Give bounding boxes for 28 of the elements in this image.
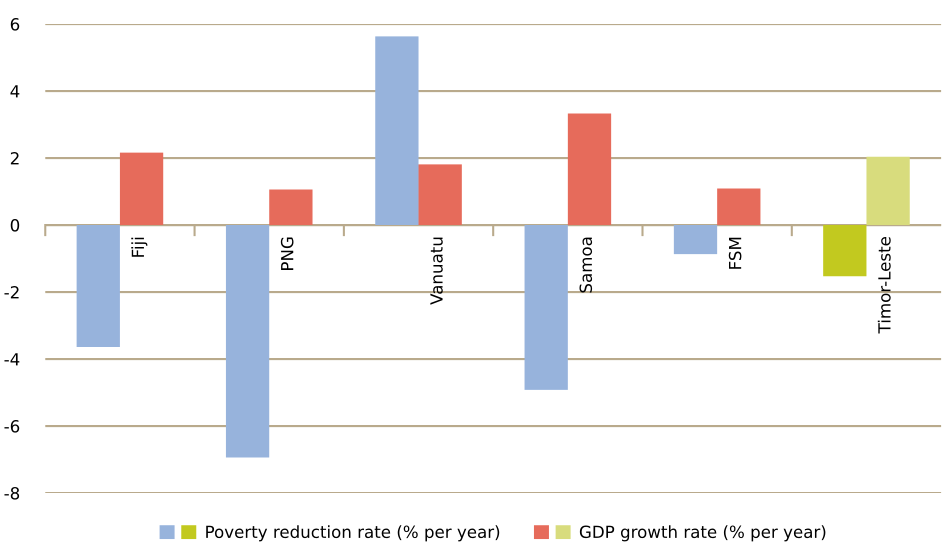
y-tick-label: -8 xyxy=(4,487,20,500)
bar xyxy=(226,225,270,458)
x-tick-label: Timor-Leste xyxy=(878,237,891,334)
bar xyxy=(674,225,718,254)
bar xyxy=(269,190,313,226)
x-tick-label: Vanuatu xyxy=(430,238,443,305)
bar xyxy=(717,188,760,226)
bar xyxy=(524,225,568,390)
y-tick-label: -2 xyxy=(4,286,19,298)
y-tick-label: 6 xyxy=(10,18,20,31)
bar xyxy=(76,225,120,347)
y-tick-label: 0 xyxy=(10,219,20,232)
x-tick-label: PNG xyxy=(280,238,294,270)
y-tick-label: 4 xyxy=(10,85,20,98)
x-tick-label: Samoa xyxy=(579,238,592,292)
bar xyxy=(823,225,866,276)
y-tick-label: -6 xyxy=(4,420,20,433)
x-tick-label: Fiji xyxy=(131,238,148,257)
bar xyxy=(418,164,462,226)
legend-label: GDP growth rate (% per year) xyxy=(580,525,826,542)
y-tick-label: -4 xyxy=(4,353,20,366)
y-tick-label: 2 xyxy=(10,152,19,164)
bar xyxy=(120,152,164,226)
legend-label: Poverty reduction rate (% per year) xyxy=(206,525,500,542)
bar xyxy=(866,156,910,226)
x-tick-label: FSM xyxy=(728,238,742,269)
bar xyxy=(375,36,419,226)
bar xyxy=(568,113,612,226)
